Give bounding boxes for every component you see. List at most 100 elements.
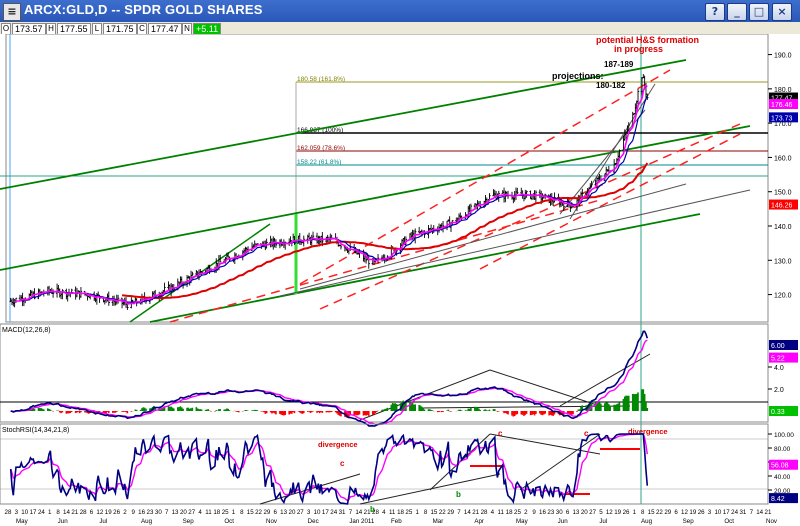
day-tick-label: 15: [430, 509, 437, 516]
price-tick-label: 170.0: [774, 121, 792, 128]
day-tick-label: 10: [314, 509, 321, 516]
month-label: Sep: [683, 518, 695, 525]
month-label: Feb: [391, 518, 402, 525]
month-label: Aug: [141, 518, 153, 525]
projections-label: projections:: [552, 71, 604, 81]
maximize-button[interactable]: □: [749, 3, 769, 21]
day-tick-label: 6: [274, 509, 278, 516]
price-flags: 177.47176.46173.73146.266.005.220.3356.0…: [769, 92, 798, 504]
day-tick-label: 4: [198, 509, 202, 516]
wave-b-label-2: b: [456, 490, 461, 499]
month-label: Dec: [308, 518, 319, 525]
green-lower-trendline: [149, 213, 701, 323]
app-icon[interactable]: ≡: [3, 3, 21, 21]
day-tick-label: 6: [674, 509, 678, 516]
close-button[interactable]: ×: [772, 3, 792, 21]
day-tick-label: 14: [355, 509, 362, 516]
day-tick-label: 16: [539, 509, 546, 516]
price-tick-label: 190.0: [774, 53, 792, 60]
price-panel-frame: [5, 34, 769, 323]
price-flag-label-bg: [769, 98, 798, 109]
day-tick-label: 3: [15, 509, 19, 516]
fib-label-161: 180.58 (161.8%): [297, 76, 345, 83]
month-label: Nov: [266, 518, 278, 525]
quote-net-change: +5.11: [193, 23, 222, 35]
day-tick-label: 30: [556, 509, 563, 516]
price-chart-area[interactable]: 180.58 (161.8%) 166.937 (100%) 162.059 (…: [0, 34, 800, 526]
day-tick-label: 15: [648, 509, 655, 516]
day-tick-label: 26: [113, 509, 120, 516]
chart-background: [0, 34, 800, 526]
day-tick-label: 18: [506, 509, 513, 516]
day-tick-label: 9: [132, 509, 136, 516]
day-tick-label: 14: [756, 509, 763, 516]
price-flag-label-bg: [769, 112, 798, 123]
minimize-button[interactable]: _: [727, 3, 747, 21]
month-label: Oct: [224, 518, 234, 525]
price-tick-label: 160.0: [774, 155, 792, 162]
day-tick-label: 27: [589, 509, 596, 516]
help-button[interactable]: ?: [705, 3, 725, 21]
fib-label-618: 158.22 (61.8%): [297, 159, 341, 166]
day-tick-label: 8: [641, 509, 645, 516]
stoch-tick-label: 40.00: [774, 474, 791, 481]
stoch-flag-label-bg: [769, 459, 798, 470]
day-tick-label: 29: [447, 509, 454, 516]
day-tick-label: 24: [731, 509, 738, 516]
day-tick-label: 17: [723, 509, 730, 516]
day-tick-label: 13: [572, 509, 579, 516]
month-label: May: [16, 518, 29, 525]
month-label: Mar: [433, 518, 444, 525]
stoch-trendline-5: [519, 433, 601, 491]
day-tick-label: 22: [439, 509, 446, 516]
day-tick-label: 20: [289, 509, 296, 516]
day-tick-label: 20: [581, 509, 588, 516]
day-tick-label: 21: [765, 509, 772, 516]
price-tick-label: 130.0: [774, 258, 792, 265]
stoch-line: [9, 433, 649, 505]
day-tick-label: 31: [339, 509, 346, 516]
quote-bar: O 173.57 H 177.55 L 171.75 C 177.47 N +5…: [0, 22, 800, 35]
day-tick-label: 3: [307, 509, 311, 516]
price-flag-label: 146.26: [771, 203, 793, 210]
day-tick-label: 25: [222, 509, 229, 516]
day-tick-label: 19: [614, 509, 621, 516]
day-tick-label: 1: [48, 509, 52, 516]
day-tick-label: 29: [263, 509, 270, 516]
hs-annotation-line1: potential H&S formation: [596, 35, 699, 45]
stoch-flag-label-bg: [769, 493, 798, 504]
macd-flag-label: 5.22: [771, 356, 785, 363]
grey-trendline-3: [559, 109, 646, 215]
date-axis: 28 3 10 17 24 1 8 14 21 28 6 12 19 26 2 9 16 23 30 7 13 20 27 4…: [5, 509, 778, 525]
day-tick-label: 17: [322, 509, 329, 516]
day-tick-label: 1: [633, 509, 637, 516]
day-tick-label: 28: [80, 509, 87, 516]
day-tick-label: 16: [138, 509, 145, 516]
price-tick-label: 150.0: [774, 190, 792, 197]
day-tick-label: 8: [56, 509, 60, 516]
price-flag-label: 176.46: [771, 102, 793, 109]
day-tick-label: 3: [708, 509, 712, 516]
macd-tick-label: 4.0: [774, 365, 784, 372]
stoch-flag-label: 8.42: [771, 496, 785, 503]
day-tick-label: 13: [172, 509, 179, 516]
day-tick-label: 24: [38, 509, 45, 516]
day-tick-label: 27: [297, 509, 304, 516]
price-axis: 120.0 130.0 140.0 150.0 160.0 170.0 180.0 190.0: [768, 53, 792, 300]
grey-trendline-2: [299, 183, 687, 290]
day-tick-label: 28: [5, 509, 12, 516]
fib-label-786: 162.059 (78.6%): [297, 145, 345, 152]
day-tick-label: 7: [457, 509, 461, 516]
day-tick-label: 22: [255, 509, 262, 516]
macd-flag-label-bg: [769, 406, 798, 416]
day-tick-label: 4: [491, 509, 495, 516]
day-tick-label: 12: [96, 509, 103, 516]
ma-long-line: [121, 162, 649, 300]
stoch-tick-label: 20.00: [774, 488, 791, 495]
month-label: Jun: [558, 518, 569, 525]
day-tick-label: 2: [123, 509, 127, 516]
macd-signal-line: [10, 339, 648, 426]
stoch-tick-label: 100.00: [774, 432, 794, 439]
day-tick-label: 2: [524, 509, 528, 516]
day-tick-label: 5: [599, 509, 603, 516]
